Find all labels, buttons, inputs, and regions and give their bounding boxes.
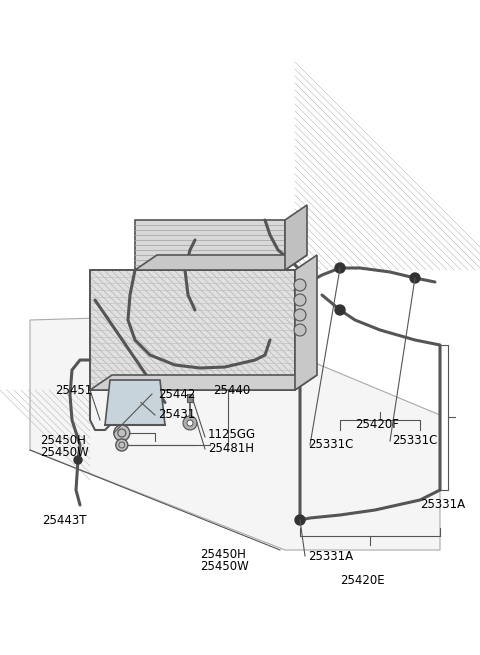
Circle shape — [294, 324, 306, 336]
Circle shape — [74, 456, 82, 464]
Text: 25450W: 25450W — [40, 445, 89, 458]
Text: 25450W: 25450W — [200, 561, 249, 574]
Circle shape — [294, 294, 306, 306]
Text: 25440: 25440 — [213, 383, 250, 396]
Circle shape — [294, 279, 306, 291]
Polygon shape — [295, 255, 317, 390]
Text: 25331C: 25331C — [308, 438, 353, 451]
Circle shape — [183, 416, 197, 430]
Text: 25331C: 25331C — [392, 434, 437, 447]
Polygon shape — [30, 315, 440, 550]
Polygon shape — [285, 205, 307, 270]
Polygon shape — [135, 220, 285, 270]
Polygon shape — [90, 375, 317, 390]
Text: 25481H: 25481H — [208, 443, 254, 455]
Polygon shape — [135, 255, 307, 270]
Text: 25450H: 25450H — [40, 434, 86, 447]
Text: 25442: 25442 — [158, 388, 195, 400]
Text: 25331A: 25331A — [420, 498, 465, 512]
Circle shape — [116, 439, 128, 451]
Circle shape — [335, 305, 345, 315]
Text: 25451: 25451 — [55, 383, 92, 396]
Text: 1125GG: 1125GG — [208, 428, 256, 441]
Bar — [187, 394, 193, 402]
Text: 25431: 25431 — [158, 409, 195, 422]
Circle shape — [410, 273, 420, 283]
Text: 25331A: 25331A — [308, 550, 353, 563]
Polygon shape — [90, 270, 295, 390]
Text: 25420E: 25420E — [340, 574, 384, 586]
Circle shape — [294, 309, 306, 321]
Circle shape — [295, 515, 305, 525]
Text: 25450H: 25450H — [200, 548, 246, 561]
Text: 25443T: 25443T — [42, 514, 86, 527]
Circle shape — [335, 263, 345, 273]
Circle shape — [114, 425, 130, 441]
Polygon shape — [105, 380, 165, 425]
Circle shape — [187, 420, 193, 426]
Text: 25420F: 25420F — [355, 419, 399, 432]
